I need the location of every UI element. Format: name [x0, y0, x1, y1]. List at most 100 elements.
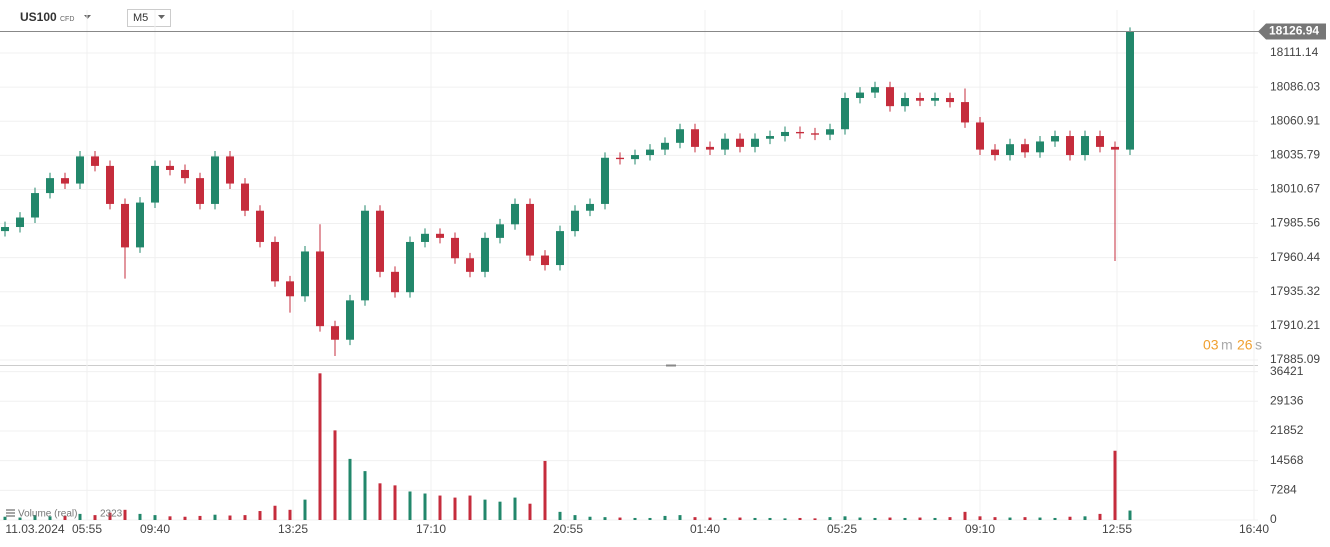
volume-bar [1023, 517, 1027, 520]
volume-bar [183, 516, 187, 520]
candle-body [826, 129, 834, 135]
candle-body [46, 178, 54, 194]
candle-body [586, 203, 594, 211]
volume-bar [363, 471, 367, 520]
volume-bar [408, 491, 412, 520]
candle-body [856, 92, 864, 99]
volume-bar [828, 517, 832, 520]
y-tick-label: 29136 [1270, 393, 1304, 407]
volume-bar [213, 514, 217, 520]
x-tick-label: 17:10 [416, 522, 446, 536]
candle-body [256, 210, 264, 242]
y-tick-label: 18111.14 [1270, 45, 1319, 59]
candle-body [181, 169, 189, 179]
countdown: 03 m 26 s [1203, 337, 1262, 353]
volume-bar [888, 517, 892, 520]
candle-body [316, 251, 324, 327]
candle-body [136, 202, 144, 248]
candle-body [1006, 144, 1014, 156]
volume-bar [243, 515, 247, 520]
volume-bar [453, 497, 457, 520]
x-tick-label: 20:55 [553, 522, 583, 536]
volume-bar [228, 515, 232, 520]
candle-body [121, 203, 129, 248]
candle-body [1066, 136, 1074, 156]
y-tick-label: 18035.79 [1270, 147, 1320, 161]
candle-body [1, 227, 9, 232]
candle-body [691, 129, 699, 147]
candle-body [991, 149, 999, 156]
volume-bar [723, 517, 727, 520]
volume-bar [1068, 516, 1072, 520]
candle-body [466, 258, 474, 272]
countdown-unit: s [1255, 337, 1262, 353]
volume-bar [1083, 516, 1087, 520]
last-price-tag [1258, 23, 1326, 40]
volume-bar [378, 483, 382, 520]
candle-body [1021, 144, 1029, 153]
volume-bar [798, 517, 802, 520]
candle-body [166, 165, 174, 170]
instrument-type: CFD [60, 16, 74, 23]
legend-name: Volume (real) [18, 509, 77, 520]
volume-bar [93, 515, 97, 520]
candle-body [886, 87, 894, 107]
volume-bar [753, 517, 757, 520]
candle-body [61, 178, 69, 184]
candle-body [901, 98, 909, 107]
volume-bar [1053, 517, 1057, 520]
volume-bar [483, 499, 487, 520]
volume-bar [393, 485, 397, 520]
volume-bar [918, 517, 922, 520]
candle-body [526, 203, 534, 256]
candle-body [916, 98, 924, 101]
legend-icon [6, 509, 15, 517]
candle-body [976, 122, 984, 150]
y-tick-label: 17910.21 [1270, 318, 1320, 332]
legend-value: 2323 [100, 509, 123, 520]
volume-bar [3, 516, 7, 520]
volume-bar [468, 495, 472, 520]
volume-bar [198, 515, 202, 520]
volume-bar [1008, 517, 1012, 520]
timeframe-selector[interactable]: M5 [127, 9, 171, 27]
volume-bar [288, 509, 292, 520]
x-tick-label: 11.03.2024 [5, 522, 64, 536]
candle-body [481, 237, 489, 272]
last-price-label: 18126.94 [1269, 24, 1319, 38]
volume-bar [168, 516, 172, 520]
volume-bar [498, 501, 502, 520]
candle-body [91, 156, 99, 166]
y-tick-label: 0 [1270, 512, 1277, 526]
volume-bar [438, 495, 442, 520]
x-tick-label: 05:25 [827, 522, 857, 536]
candle-body [106, 165, 114, 204]
y-tick-label: 17885.09 [1270, 352, 1320, 366]
candle-body [376, 210, 384, 272]
candle-body [31, 193, 39, 218]
volume-bar [63, 515, 67, 520]
volume-bar [273, 505, 277, 520]
volume-bar [678, 515, 682, 520]
candle-body [331, 326, 339, 340]
volume-bar [528, 503, 532, 520]
volume-bar [618, 517, 622, 520]
candle-body [781, 131, 789, 137]
volume-bar [303, 499, 307, 520]
candle-body [361, 210, 369, 301]
countdown-unit: m [1221, 337, 1233, 353]
candle-body [871, 87, 879, 93]
candle-body [721, 138, 729, 150]
y-tick-label: 7284 [1270, 482, 1297, 496]
candle-body [271, 241, 279, 282]
volume-bar [318, 373, 322, 520]
candle-body [961, 102, 969, 123]
candle-body [211, 156, 219, 204]
candle-body [1096, 136, 1104, 147]
volume-bar [423, 493, 427, 520]
volume-bar [138, 513, 142, 520]
candle-body [346, 300, 354, 340]
volume-bar [108, 512, 112, 520]
candle-body [676, 129, 684, 143]
volume-bar [588, 516, 592, 520]
